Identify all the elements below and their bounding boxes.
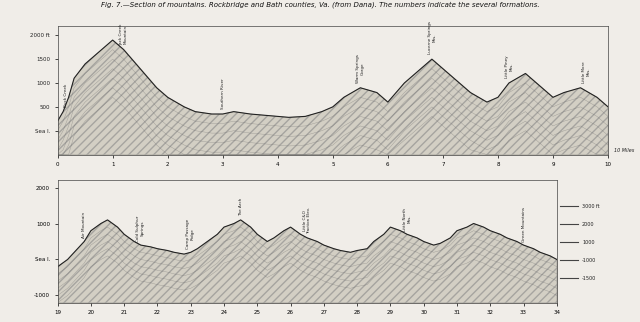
Text: Jack Creek
Mountain: Jack Creek Mountain	[119, 24, 128, 45]
Text: Southern River: Southern River	[221, 79, 225, 109]
Text: Little Piney
Mts.: Little Piney Mts.	[504, 56, 513, 78]
Text: 2000: 2000	[582, 222, 595, 227]
Text: Cold Sulphur
Springs: Cold Sulphur Springs	[136, 215, 145, 242]
Text: -1500: -1500	[582, 276, 596, 281]
Text: Warm Springs
Gorge: Warm Springs Gorge	[356, 54, 365, 83]
Text: Little North
Mts.: Little North Mts.	[403, 208, 412, 231]
Text: -1000: -1000	[582, 258, 596, 263]
Text: 3000 ft: 3000 ft	[582, 204, 600, 209]
Text: Lucerne Springs
Mts.: Lucerne Springs Mts.	[428, 21, 436, 54]
Text: Fig. 7.—Section of mountains. Rockbridge and Bath counties, Va. (from Dana). The: Fig. 7.—Section of mountains. Rockbridge…	[100, 2, 540, 8]
Text: The Arch: The Arch	[239, 198, 243, 216]
Text: Green Mountains: Green Mountains	[522, 206, 525, 242]
Text: 10 Miles: 10 Miles	[614, 148, 634, 153]
Text: Camp Passage
Ridge: Camp Passage Ridge	[186, 219, 195, 249]
Text: Little More
Mts.: Little More Mts.	[582, 62, 590, 83]
Text: Air Mountain: Air Mountain	[82, 212, 86, 238]
Text: Buck Creek: Buck Creek	[64, 84, 68, 107]
Text: 1000: 1000	[582, 240, 595, 245]
Text: Little C&O
Traction Elev.: Little C&O Traction Elev.	[303, 207, 312, 234]
